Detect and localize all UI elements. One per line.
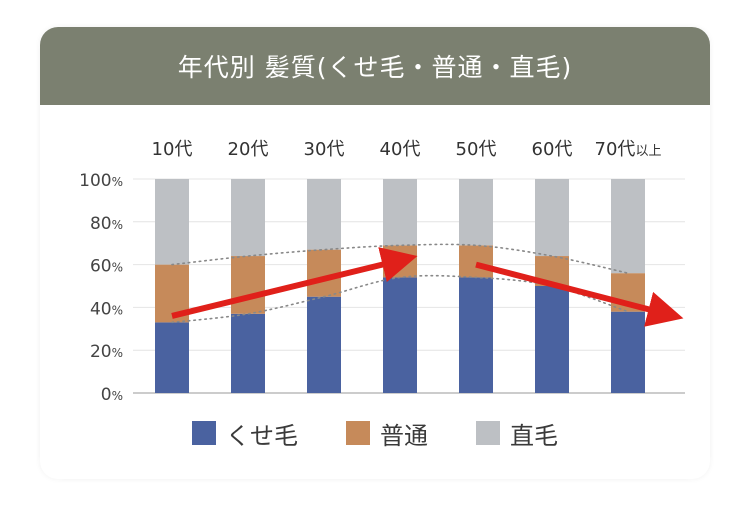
legend-swatch-futsu xyxy=(346,421,370,445)
y-tick-label: 100% xyxy=(79,171,123,191)
x-tick-label: 30代 xyxy=(304,139,345,160)
legend-swatch-kuse xyxy=(192,421,216,445)
legend-label-kuse: くせ毛 xyxy=(226,421,298,450)
legend: くせ毛 普通 直毛 xyxy=(0,413,750,453)
bar-segment xyxy=(459,179,493,246)
legend-item-futsu: 普通 xyxy=(346,416,428,451)
chart-card: 年代別 髪質(くせ毛・普通・直毛) xyxy=(40,27,710,479)
y-tick-label: 60% xyxy=(90,257,123,277)
x-tick-label: 50代 xyxy=(456,139,497,160)
y-tick-label: 0% xyxy=(101,385,123,405)
bar-segment xyxy=(231,179,265,257)
bar-segment xyxy=(231,313,265,393)
trend-arrow xyxy=(475,261,684,327)
x-tick-label: 70代以上 xyxy=(595,139,662,160)
legend-label-choku: 直毛 xyxy=(510,421,558,450)
bar-segment xyxy=(535,286,569,393)
y-tick-label: 20% xyxy=(90,342,123,362)
bar-segment xyxy=(155,322,189,393)
dotted-trend-curve xyxy=(171,243,629,274)
legend-label-futsu: 普通 xyxy=(380,421,428,450)
y-tick-label: 40% xyxy=(90,299,123,319)
bar-segment xyxy=(383,277,417,393)
x-tick-label: 10代 xyxy=(152,139,193,160)
trend-arrow xyxy=(171,247,418,319)
bar-segment xyxy=(307,296,341,393)
bar-segment xyxy=(611,179,645,274)
legend-item-kuse: くせ毛 xyxy=(192,416,298,451)
y-tick-label: 80% xyxy=(90,214,123,234)
legend-swatch-choku xyxy=(476,421,500,445)
bar-segment xyxy=(231,256,265,314)
chart-title: 年代別 髪質(くせ毛・普通・直毛) xyxy=(40,27,710,105)
x-tick-label: 40代 xyxy=(380,139,421,160)
x-tick-label: 60代 xyxy=(532,139,573,160)
bar-segment xyxy=(155,179,189,265)
bar-segment xyxy=(383,179,417,246)
legend-item-choku: 直毛 xyxy=(476,416,558,451)
bar-segment xyxy=(459,277,493,393)
x-tick-label: 20代 xyxy=(228,139,269,160)
bar-segment xyxy=(535,179,569,257)
bar-segment xyxy=(611,311,645,393)
bar-segment xyxy=(307,179,341,250)
bar-segment xyxy=(459,245,493,278)
